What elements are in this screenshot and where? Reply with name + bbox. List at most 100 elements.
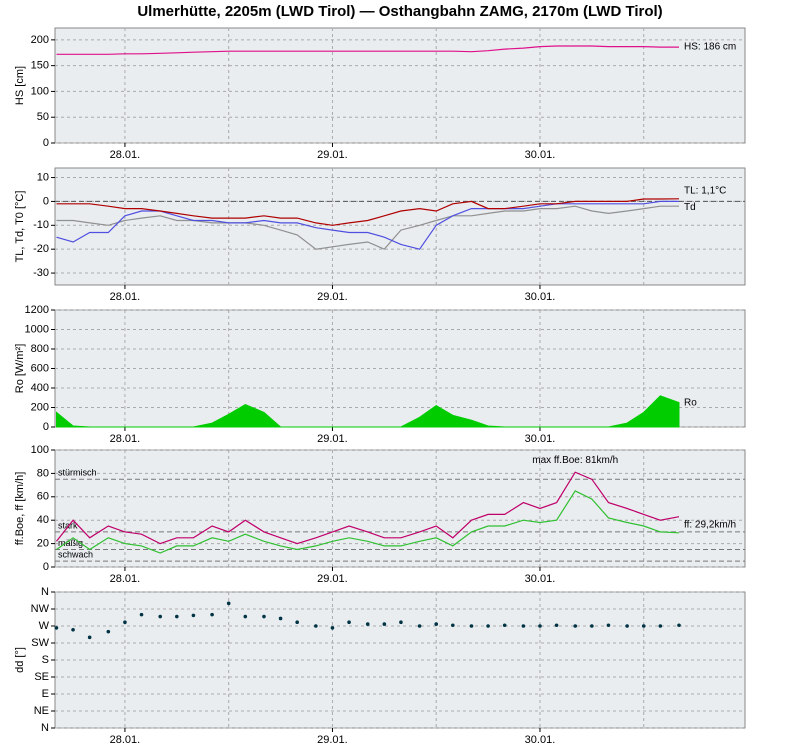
y-tick-label: SW [31,637,49,649]
x-tick-label: 30.01. [525,149,556,161]
y-tick-label: 60 [37,491,49,503]
data-point [106,629,111,634]
data-point [123,620,127,625]
data-point [434,622,439,626]
data-point [417,624,422,628]
data-point [625,624,629,628]
line [56,198,680,226]
series-label: ff: 29,2km/h [684,519,736,530]
data-point [451,623,455,628]
y-tick-label: -30 [33,267,49,279]
data-point [502,623,507,628]
data-point [573,624,578,628]
y-tick-label: 50 [37,111,49,123]
data-point [54,626,59,630]
data-point [606,623,611,628]
y-tick-label: 200 [31,34,49,46]
max-label: max ff.Boe: 81km/h [532,455,618,466]
y-tick-label: 400 [31,382,49,394]
data-point [330,626,335,630]
y-axis-label: TL, Td, T0 [°C] [14,191,26,263]
data-point [365,622,370,626]
data-point [590,624,594,628]
data-point [71,627,75,632]
y-tick-label: 0 [43,561,49,573]
data-point [226,601,231,606]
x-tick-label: 30.01. [525,433,556,445]
y-tick-label: 0 [43,421,49,433]
y-tick-label: NW [31,603,50,615]
data-point [278,616,283,621]
line [56,205,679,250]
y-tick-label: 200 [31,401,49,413]
y-axis-label: ff.Boe, ff [km/h] [14,472,26,546]
series-label: TL: 1,1°C [684,185,726,196]
y-tick-label: SE [34,671,49,683]
x-tick-label: 29.01. [317,734,348,746]
y-tick-label: N [41,586,49,598]
data-point [469,624,474,628]
y-tick-label: 0 [43,195,49,207]
level-label: stürmisch [58,468,97,478]
data-point [314,624,318,628]
y-tick-label: 100 [31,444,49,456]
y-axis-label: HS [cm] [14,66,26,105]
y-tick-label: 600 [31,362,49,374]
y-tick-label: 10 [37,171,49,183]
data-point [295,620,299,625]
level-label: mäßig [58,538,83,548]
data-point [262,614,266,619]
y-tick-label: W [39,620,50,632]
y-tick-label: -10 [33,219,49,231]
y-tick-label: NE [34,705,49,717]
line [56,45,679,55]
x-tick-label: 30.01. [525,291,556,303]
data-point [554,623,559,628]
data-point [191,613,196,618]
x-tick-label: 29.01. [317,149,348,161]
y-tick-label: 150 [31,60,49,72]
data-point [677,623,681,628]
y-tick-label: 20 [37,538,49,550]
data-point [158,614,163,619]
x-tick-label: 28.01. [110,433,141,445]
level-label: stark [58,520,78,530]
x-tick-label: 29.01. [317,291,348,303]
data-point [210,612,214,617]
x-tick-label: 30.01. [525,734,556,746]
data-point [399,620,403,625]
data-point [382,622,387,626]
y-tick-label: 1200 [25,304,49,316]
area [56,395,680,428]
y-tick-label: 100 [31,85,49,97]
y-tick-label: 0 [43,137,49,149]
data-point [175,614,179,619]
data-point [243,614,248,619]
x-tick-label: 30.01. [525,573,556,585]
y-axis-label: dd [°] [14,647,26,673]
line [56,471,680,545]
y-tick-label: 800 [31,343,49,355]
x-tick-label: 29.01. [317,433,348,445]
series-label: HS: 186 cm [684,42,736,53]
data-point [658,624,663,628]
x-tick-label: 28.01. [110,734,141,746]
y-axis-label: Ro [W/m²] [14,344,26,394]
level-label: schwach [58,550,93,560]
plot-area [54,167,746,286]
y-tick-label: E [42,688,49,700]
x-tick-label: 28.01. [110,149,141,161]
line [56,490,680,554]
y-tick-label: S [42,654,49,666]
data-point [538,624,542,628]
series-label: Td [684,202,696,213]
y-tick-label: 80 [37,467,49,479]
x-tick-label: 28.01. [110,573,141,585]
chart-title: Ulmerhütte, 2205m (LWD Tirol) — Osthangb… [137,3,662,20]
data-point [347,620,351,625]
plot-area [54,27,746,144]
plot-area [54,449,746,568]
data-point [521,624,526,628]
